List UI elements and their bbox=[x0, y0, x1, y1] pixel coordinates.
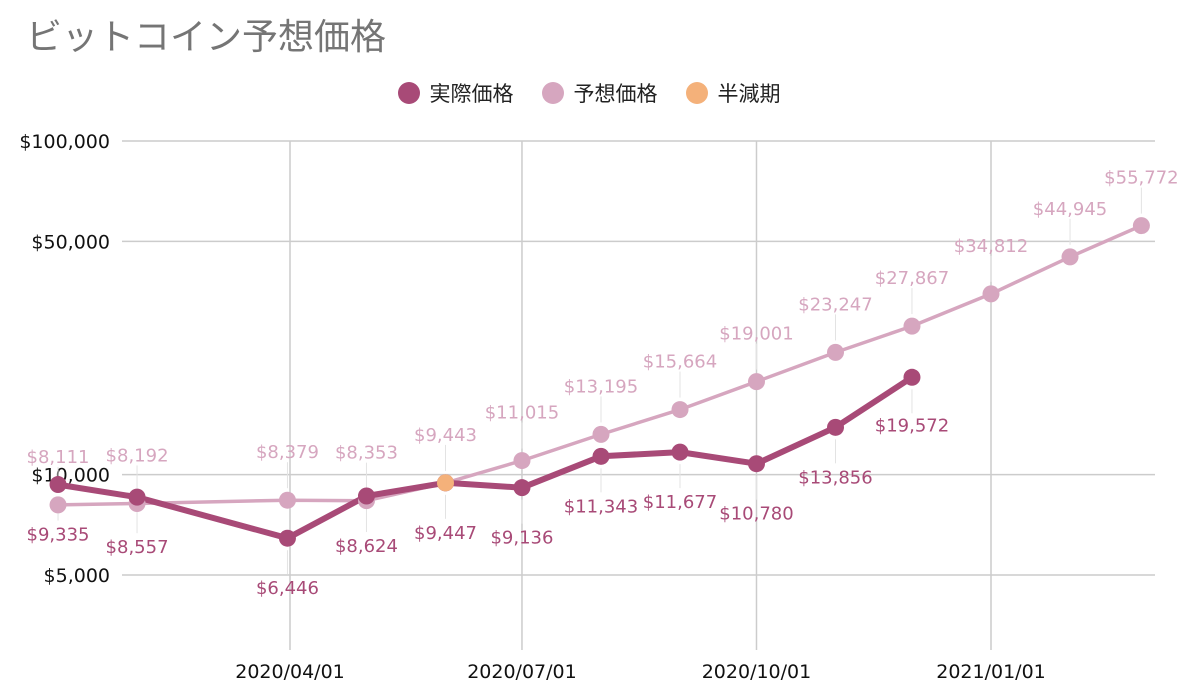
data-point-actual bbox=[671, 443, 689, 461]
data-point-forecast bbox=[592, 425, 610, 443]
data-point-forecast bbox=[1061, 248, 1079, 266]
data-point-actual bbox=[903, 368, 921, 386]
data-label-forecast: $55,772 bbox=[1104, 168, 1178, 189]
legend-marker-halving bbox=[685, 82, 708, 104]
data-label-forecast: $8,111 bbox=[27, 447, 90, 468]
data-label-actual: $13,856 bbox=[798, 467, 872, 488]
data-point-forecast bbox=[513, 452, 531, 470]
data-point-actual bbox=[278, 529, 296, 547]
data-point-forecast bbox=[982, 285, 1000, 303]
x-tick-label: 2020/10/01 bbox=[702, 661, 812, 683]
data-label-forecast: $8,192 bbox=[106, 445, 169, 466]
data-label-actual: $8,624 bbox=[335, 536, 398, 557]
data-point-forecast bbox=[827, 343, 845, 361]
y-tick-label: $100,000 bbox=[19, 131, 110, 153]
legend: 実際価格 予想価格 半減期 bbox=[0, 78, 1178, 108]
data-point-actual bbox=[49, 476, 67, 494]
data-label-forecast: $44,945 bbox=[1033, 199, 1107, 220]
legend-marker-actual bbox=[397, 82, 420, 104]
data-point-halving bbox=[436, 474, 454, 492]
data-label-actual: $19,572 bbox=[875, 415, 949, 436]
chart-title: ビットコイン予想価格 bbox=[26, 17, 387, 58]
series-line-forecast bbox=[56, 223, 1144, 507]
data-label-actual: $8,557 bbox=[106, 537, 169, 558]
legend-marker-forecast bbox=[541, 82, 564, 104]
data-point-actual bbox=[357, 487, 375, 505]
x-tick-label: 2020/07/01 bbox=[467, 661, 577, 683]
y-tick-label: $50,000 bbox=[31, 231, 110, 253]
data-point-forecast bbox=[903, 317, 921, 335]
data-label-actual: $9,335 bbox=[27, 525, 90, 546]
data-label-actual: $10,780 bbox=[719, 504, 793, 525]
legend-label-actual: 実際価格 bbox=[429, 82, 514, 106]
data-point-forecast bbox=[671, 401, 689, 419]
legend-item-actual[interactable]: 実際価格 bbox=[397, 78, 514, 108]
legend-label-halving: 半減期 bbox=[717, 82, 781, 106]
legend-item-halving[interactable]: 半減期 bbox=[685, 78, 781, 108]
data-point-actual bbox=[592, 447, 610, 465]
data-point-actual bbox=[513, 479, 531, 497]
data-label-actual: $11,343 bbox=[564, 496, 638, 517]
legend-label-forecast: 予想価格 bbox=[573, 82, 658, 106]
data-label-forecast: $27,867 bbox=[875, 268, 949, 289]
data-label-forecast: $15,664 bbox=[643, 352, 717, 373]
data-label-actual: $9,447 bbox=[414, 523, 477, 544]
y-tick-label: $5,000 bbox=[44, 565, 110, 587]
data-label-forecast: $8,379 bbox=[256, 442, 319, 463]
data-label-forecast: $34,812 bbox=[954, 236, 1028, 257]
data-label-actual: $9,136 bbox=[490, 528, 553, 549]
data-point-forecast bbox=[747, 373, 765, 391]
x-tick-label: 2020/04/01 bbox=[235, 661, 345, 683]
legend-item-forecast[interactable]: 予想価格 bbox=[541, 78, 658, 108]
data-label-forecast: $11,015 bbox=[485, 403, 559, 424]
data-label-forecast: $19,001 bbox=[719, 324, 793, 345]
data-label-forecast: $8,353 bbox=[335, 443, 398, 464]
data-label-forecast: $9,443 bbox=[414, 425, 477, 446]
data-label-actual: $11,677 bbox=[643, 492, 717, 513]
data-point-forecast bbox=[1132, 217, 1150, 235]
data-label-actual: $6,446 bbox=[256, 578, 319, 599]
x-tick-label: 2021/01/01 bbox=[936, 661, 1046, 683]
data-label-forecast: $13,195 bbox=[564, 376, 638, 397]
data-label-forecast: $23,247 bbox=[798, 294, 872, 315]
data-point-forecast bbox=[49, 496, 67, 514]
data-point-forecast bbox=[278, 491, 296, 509]
data-point-actual bbox=[128, 488, 146, 506]
data-point-actual bbox=[827, 418, 845, 436]
data-point-actual bbox=[747, 455, 765, 473]
